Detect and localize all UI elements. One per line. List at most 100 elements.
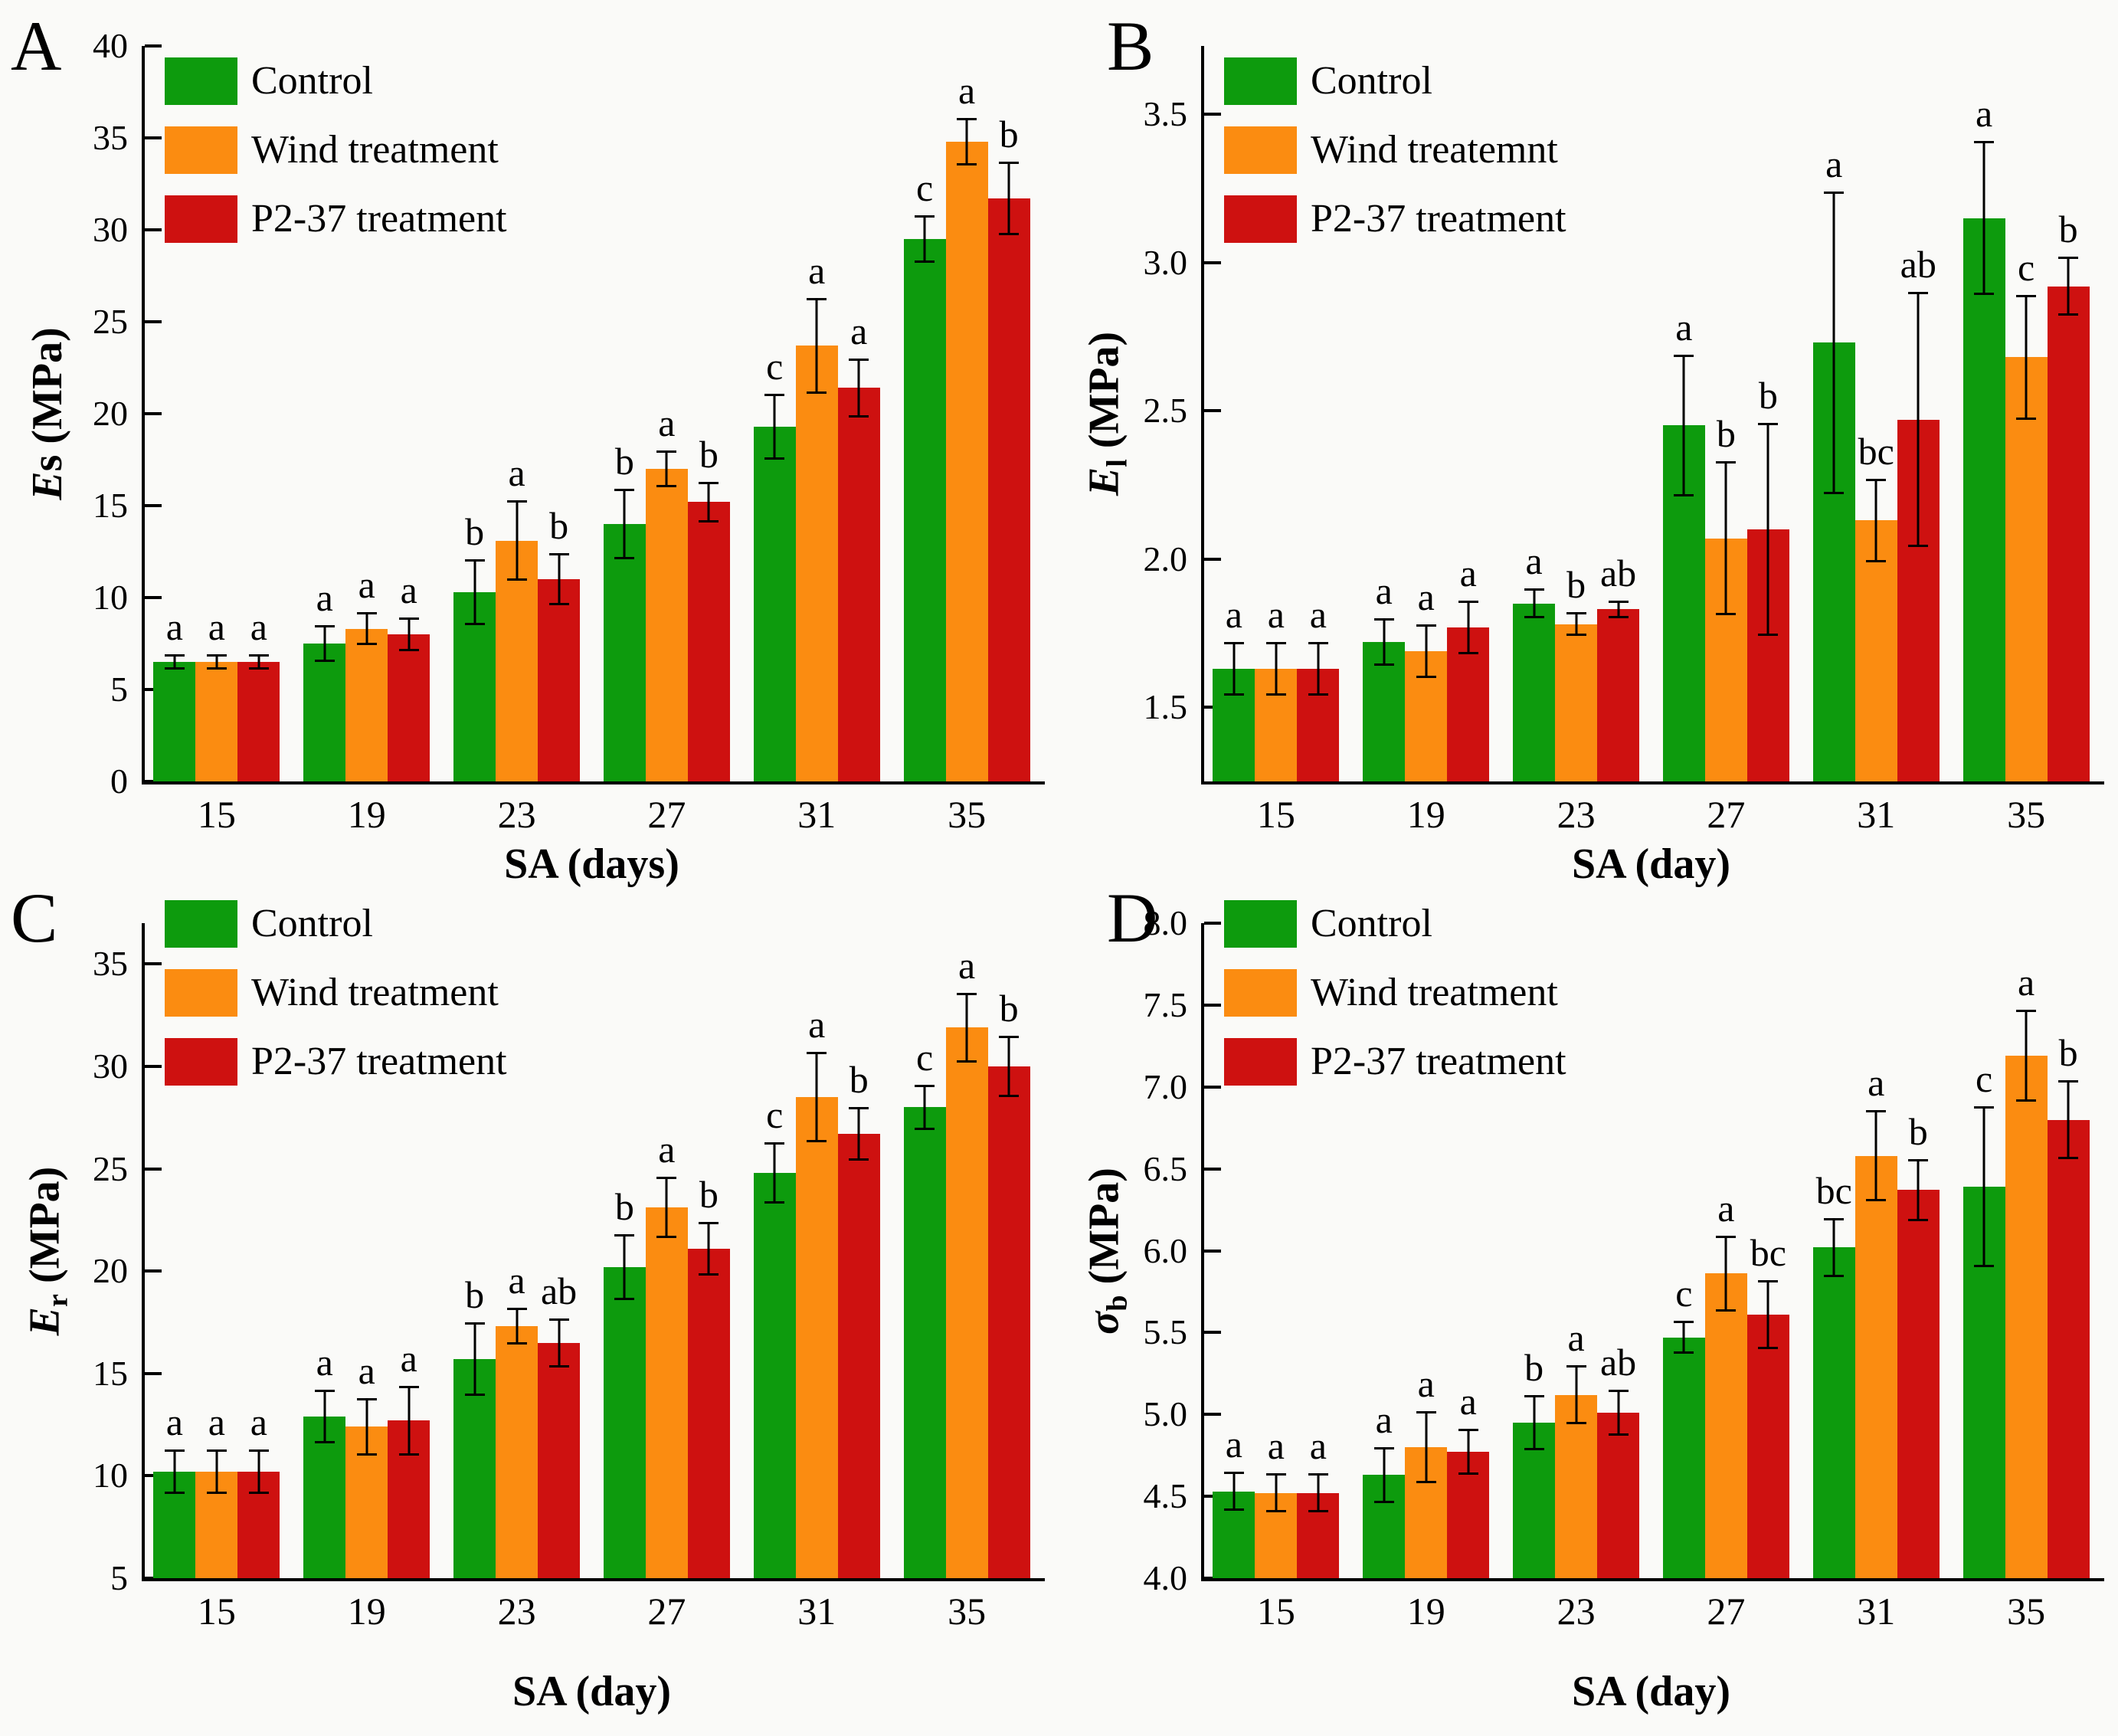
- bar-p237-day35: [2047, 1119, 2090, 1578]
- error-bar-control-day23: [1524, 588, 1544, 619]
- y-tick: [1204, 113, 1221, 116]
- y-tick-label: 25: [93, 1148, 128, 1188]
- bar-control-day35: [903, 239, 946, 781]
- sig-letter-p237-day35: b: [2058, 1031, 2078, 1075]
- x-tick-label: 27: [647, 1590, 686, 1633]
- y-axis-title-segment: (MPa): [1080, 331, 1128, 460]
- sig-letter-control-day15: a: [1225, 593, 1243, 637]
- errcap-bot: [314, 1440, 335, 1443]
- errline: [323, 625, 326, 662]
- errcap-bot: [1824, 1274, 1845, 1277]
- errcap-top: [1608, 600, 1629, 603]
- errcap-bot: [699, 1273, 719, 1276]
- sig-letter-wind-day15: a: [208, 605, 226, 649]
- error-bar-control-day27: [614, 489, 635, 559]
- errcap-bot: [1674, 1351, 1694, 1354]
- errline: [1575, 612, 1578, 637]
- y-axis-title-segment: (MPa): [21, 1166, 69, 1294]
- legend-swatch-p237: [165, 195, 237, 243]
- errcap-top: [1566, 1365, 1586, 1368]
- errline: [1724, 1236, 1727, 1312]
- errcap-top: [548, 553, 569, 556]
- y-tick-label: 7.5: [1143, 984, 1188, 1024]
- errcap-bot: [1824, 491, 1845, 494]
- y-tick: [145, 962, 162, 966]
- legend-label-control: Control: [251, 59, 373, 103]
- errline: [815, 297, 818, 394]
- errline: [1467, 1429, 1470, 1476]
- error-bar-p237-day31: [1908, 1158, 1929, 1222]
- errline: [857, 1107, 860, 1161]
- sig-letter-p237-day31: b: [849, 1058, 869, 1102]
- errcap-top: [2016, 1010, 2037, 1013]
- errline: [2025, 295, 2028, 420]
- legend-swatch-control: [165, 57, 237, 105]
- sig-letter-control-day19: a: [316, 576, 333, 619]
- bar-control-day19: [303, 1416, 346, 1578]
- error-bar-control-day19: [314, 1390, 335, 1443]
- errcap-bot: [1265, 1510, 1286, 1513]
- sig-letter-control-day31: c: [766, 1092, 784, 1136]
- errcap-bot: [248, 667, 269, 670]
- errcap-top: [1308, 1473, 1328, 1476]
- sig-letter-wind-day31: a: [808, 248, 826, 292]
- errcap-top: [1373, 1447, 1394, 1449]
- error-bar-p237-day27: [699, 481, 719, 522]
- error-bar-wind-day23: [506, 1308, 527, 1345]
- error-bar-wind-day19: [1416, 1410, 1436, 1484]
- error-bar-p237-day23: [1608, 600, 1629, 619]
- errcap-top: [164, 654, 185, 657]
- y-axis-title-segment: b: [1101, 1294, 1134, 1312]
- error-bar-p237-day19: [398, 1385, 419, 1456]
- sig-letter-control-day27: a: [1675, 305, 1693, 349]
- errline: [257, 1449, 260, 1495]
- y-tick-label: 4.0: [1143, 1558, 1188, 1597]
- bar-control-day19: [303, 644, 346, 781]
- errcap-bot: [2058, 313, 2079, 316]
- x-tick-label: 23: [497, 793, 536, 836]
- y-tick-label: 6.0: [1143, 1230, 1188, 1270]
- errcap-bot: [1566, 634, 1586, 637]
- errcap-bot: [2058, 1156, 2079, 1159]
- errcap-top: [915, 1085, 935, 1088]
- panel-letter-B: B: [1107, 7, 1154, 85]
- x-axis-title: SA (day): [1572, 840, 1730, 888]
- errcap-top: [1908, 292, 1929, 295]
- errcap-bot: [699, 519, 719, 522]
- errcap-bot: [1416, 1481, 1436, 1484]
- y-tick: [1204, 1003, 1221, 1007]
- errcap-top: [1974, 1106, 1995, 1109]
- errline: [1917, 292, 1920, 548]
- sig-letter-wind-day15: a: [1267, 593, 1285, 637]
- errcap-bot: [464, 622, 485, 625]
- y-tick: [1204, 557, 1221, 561]
- y-tick-label: 8.0: [1143, 903, 1188, 942]
- sig-letter-p237-day23: ab: [1599, 1341, 1637, 1384]
- legend-swatch-wind: [1224, 126, 1297, 174]
- error-bar-control-day31: [1824, 191, 1845, 494]
- error-bar-wind-day23: [506, 500, 527, 581]
- errcap-bot: [1674, 494, 1694, 497]
- x-tick-label: 35: [2007, 1590, 2046, 1633]
- sig-letter-p237-day35: b: [999, 986, 1019, 1030]
- errcap-top: [1265, 642, 1286, 645]
- sig-letter-control-day19: a: [1375, 569, 1393, 613]
- error-bar-p237-day31: [849, 1107, 869, 1161]
- errcap-bot: [614, 556, 635, 559]
- bar-wind-day27: [1704, 1273, 1747, 1578]
- error-bar-wind-day23: [1566, 1365, 1586, 1425]
- error-bar-control-day35: [1974, 140, 1995, 296]
- errline: [215, 1449, 218, 1495]
- errcap-top: [807, 297, 827, 300]
- sig-letter-control-day35: a: [1975, 91, 1993, 135]
- y-tick-label: 5.5: [1143, 1312, 1188, 1352]
- errcap-top: [506, 500, 527, 503]
- y-tick-label: 30: [93, 210, 128, 249]
- errline: [1007, 1035, 1010, 1098]
- legend-label-control: Control: [1311, 902, 1432, 945]
- errline: [965, 992, 968, 1063]
- legend-swatch-control: [1224, 900, 1297, 948]
- y-axis-title-segment: E: [24, 471, 71, 500]
- legend-swatch-wind: [165, 126, 237, 174]
